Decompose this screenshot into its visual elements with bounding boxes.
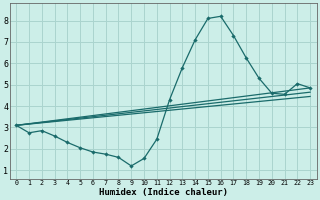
X-axis label: Humidex (Indice chaleur): Humidex (Indice chaleur) [99,188,228,197]
